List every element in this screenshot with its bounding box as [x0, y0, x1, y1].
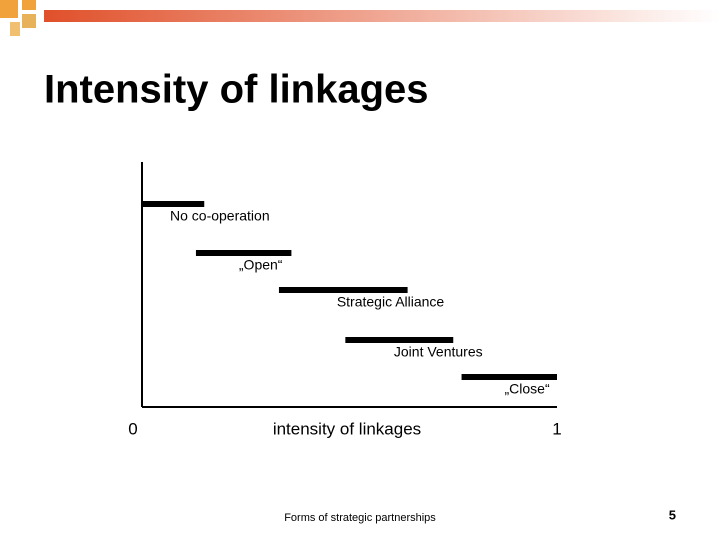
page-number: 5 — [669, 507, 676, 522]
bar-label: „Close“ — [505, 381, 550, 397]
header-square — [22, 14, 36, 28]
footer: Forms of strategic partnerships — [284, 512, 436, 524]
header-square — [0, 0, 18, 18]
range-bar — [195, 250, 292, 256]
x-tick-label: 1 — [552, 419, 561, 438]
slide-title: Intensity of linkages — [44, 68, 429, 112]
chart: intensity of linkages 0 1 No co-operation „… — [128, 162, 562, 438]
range-bar — [345, 337, 454, 343]
bar-label: Joint Ventures — [394, 344, 483, 360]
x-tick-label: 0 — [128, 419, 137, 438]
header-square — [22, 0, 36, 10]
header-square — [10, 22, 20, 36]
bar-label: No co-operation — [170, 208, 270, 224]
range-bar — [142, 201, 205, 207]
header-bar — [44, 10, 720, 22]
x-axis-label: intensity of linkages — [273, 419, 421, 438]
bar-label: Strategic Alliance — [337, 294, 445, 310]
range-bar — [461, 374, 557, 380]
bar-label: „Open“ — [239, 257, 283, 273]
range-bar — [278, 287, 408, 293]
